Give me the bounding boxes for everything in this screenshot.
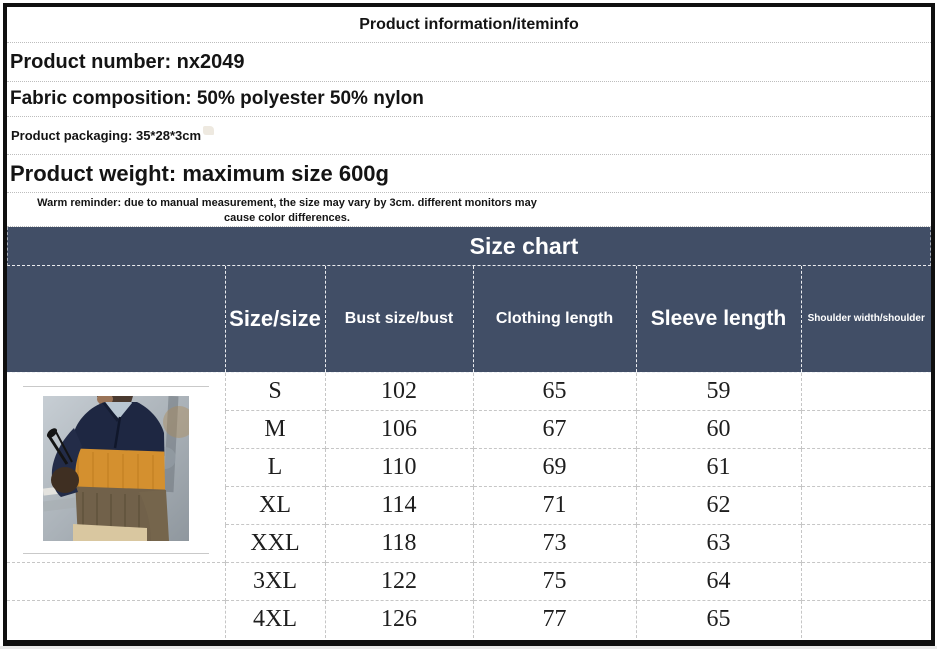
- cell-sleeve-xxl: 63: [635, 523, 801, 562]
- bottom-edge-strip: [0, 646, 937, 649]
- table-row-4xl: 4XL 126 77 65: [7, 599, 931, 638]
- cell-sleeve-s: 59: [635, 372, 801, 410]
- cell-size-m: M: [224, 409, 325, 448]
- cell-sleeve-4xl: 65: [635, 599, 801, 638]
- weight-text: Product weight: maximum size 600g: [10, 160, 389, 186]
- table-row-3xl: 3XL 122 75 64: [7, 561, 931, 600]
- fabric-composition-text: Fabric composition: 50% polyester 50% ny…: [10, 88, 424, 109]
- cell-shoulder-m: [800, 409, 931, 448]
- photo-sunglasses: [47, 434, 69, 465]
- header-cell-photo: [7, 266, 225, 373]
- sheet-title-row: Product information/iteminfo: [7, 7, 931, 43]
- cell-sleeve-xl: 62: [635, 485, 801, 524]
- size-chart-header: Size/size Bust size/bust Clothing length…: [7, 266, 931, 373]
- cell-size-l: L: [224, 447, 325, 486]
- product-info-sheet: Product information/iteminfo Product num…: [3, 3, 935, 646]
- header-cell-shoulder-width: Shoulder width/shoulder: [800, 266, 931, 373]
- cell-shoulder-s: [800, 372, 931, 410]
- table-row-l: L 110 69 61: [7, 447, 931, 486]
- fabric-composition-row: Fabric composition: 50% polyester 50% ny…: [7, 82, 931, 117]
- cell-clothing-4xl: 77: [472, 599, 636, 638]
- header-cell-size: Size/size: [224, 266, 325, 373]
- header-cell-sleeve-length: Sleeve length: [635, 266, 801, 373]
- cell-shoulder-xxl: [800, 523, 931, 562]
- cell-size-s: S: [224, 372, 325, 410]
- cell-bust-m: 106: [324, 409, 473, 448]
- size-chart-table: Size/size Bust size/bust Clothing length…: [7, 266, 931, 638]
- cell-clothing-m: 67: [472, 409, 636, 448]
- cell-size-xxl: XXL: [224, 523, 325, 562]
- cell-bust-4xl: 126: [324, 599, 473, 638]
- photo-sleeve: [138, 489, 169, 541]
- product-number-text: Product number: nx2049: [10, 50, 245, 73]
- cell-clothing-xl: 71: [472, 485, 636, 524]
- reminder-line-1: Warm reminder: due to manual measurement…: [37, 197, 537, 209]
- cell-bust-l: 110: [324, 447, 473, 486]
- cell-photo-blank-3xl: [7, 561, 225, 600]
- reminder-row: Warm reminder: due to manual measurement…: [7, 193, 931, 227]
- cell-bust-xl: 114: [324, 485, 473, 524]
- reminder-line-2: cause color differences.: [224, 211, 350, 224]
- cell-shoulder-4xl: [800, 599, 931, 638]
- cell-sleeve-l: 61: [635, 447, 801, 486]
- product-photo-cell: [7, 372, 225, 562]
- product-photo-frame: [22, 385, 209, 554]
- reminder-text: Warm reminder: due to manual measurement…: [7, 193, 567, 226]
- cell-clothing-xxl: 73: [472, 523, 636, 562]
- cell-shoulder-xl: [800, 485, 931, 524]
- header-cell-bust: Bust size/bust: [324, 266, 473, 373]
- cell-shoulder-3xl: [800, 561, 931, 600]
- cell-size-4xl: 4XL: [224, 599, 325, 638]
- size-chart-body: S 102 65 59 M 106 67 60 L 110 69 61: [7, 372, 931, 638]
- cell-shoulder-l: [800, 447, 931, 486]
- weight-row: Product weight: maximum size 600g: [7, 155, 931, 193]
- cell-bust-3xl: 122: [324, 561, 473, 600]
- cell-size-3xl: 3XL: [224, 561, 325, 600]
- cell-clothing-3xl: 75: [472, 561, 636, 600]
- photo-hand: [50, 466, 79, 493]
- header-row: Size/size Bust size/bust Clothing length…: [7, 266, 931, 373]
- size-chart-banner: Size chart: [7, 227, 931, 266]
- cell-clothing-l: 69: [472, 447, 636, 486]
- photo-pants: [72, 523, 147, 541]
- cell-bust-xxl: 118: [324, 523, 473, 562]
- table-row-xl: XL 114 71 62: [7, 485, 931, 524]
- cell-sleeve-m: 60: [635, 409, 801, 448]
- packaging-row: Product packaging: 35*28*3cm: [7, 117, 931, 155]
- product-number-row: Product number: nx2049: [7, 43, 931, 82]
- cell-sleeve-3xl: 64: [635, 561, 801, 600]
- header-cell-clothing-length: Clothing length: [472, 266, 636, 373]
- packaging-text: Product packaging: 35*28*3cm: [11, 128, 202, 143]
- product-photo: [42, 395, 189, 541]
- cell-size-xl: XL: [224, 485, 325, 524]
- smudge-artifact: [203, 126, 215, 135]
- table-row-s: S 102 65 59: [7, 372, 931, 554]
- table-row-xxl: XXL 118 73 63: [7, 523, 931, 562]
- sheet-title: Product information/iteminfo: [359, 15, 579, 33]
- cell-photo-blank-4xl: [7, 599, 225, 638]
- cell-bust-s: 102: [324, 372, 473, 410]
- table-row-m: M 106 67 60: [7, 409, 931, 448]
- cell-clothing-s: 65: [472, 372, 636, 410]
